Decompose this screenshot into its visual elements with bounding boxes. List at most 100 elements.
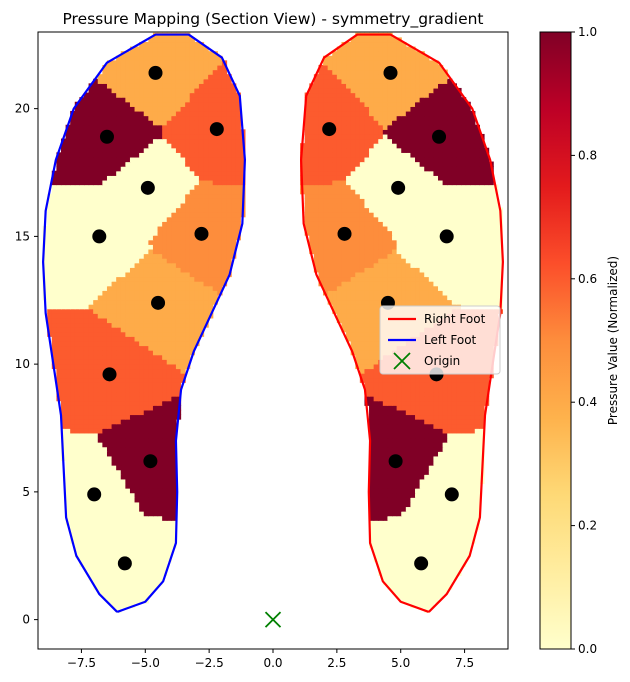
heat-cell	[166, 46, 172, 52]
heat-cell	[102, 584, 108, 590]
heat-cell	[226, 138, 232, 144]
heat-cell	[442, 561, 448, 567]
heat-cell	[116, 492, 122, 498]
heat-cell	[419, 575, 425, 581]
heat-cell	[93, 133, 99, 140]
heat-cell	[65, 515, 71, 521]
heat-cell	[88, 133, 94, 140]
heat-cell	[79, 354, 85, 360]
heat-cell	[111, 212, 117, 218]
heat-cell	[106, 248, 113, 255]
heat-cell	[65, 419, 71, 425]
heat-cell	[226, 110, 232, 117]
heat-cell	[166, 317, 172, 324]
heat-cell	[175, 147, 182, 153]
heat-cell	[97, 400, 103, 406]
heat-cell	[387, 575, 393, 581]
heat-cell	[125, 377, 131, 383]
heat-cell	[235, 193, 241, 199]
heat-cell	[70, 207, 76, 213]
heat-cell	[74, 299, 80, 305]
heat-cell	[405, 391, 412, 397]
heat-cell	[479, 437, 485, 443]
heat-cell	[157, 124, 163, 130]
heat-cell	[88, 557, 94, 563]
heat-cell	[438, 570, 444, 577]
heat-cell	[424, 377, 430, 383]
heat-cell	[208, 304, 214, 310]
heat-cell	[428, 382, 435, 388]
heat-cell	[442, 391, 448, 397]
heat-cell	[83, 225, 90, 232]
heat-cell	[189, 92, 195, 98]
heat-cell	[433, 561, 439, 567]
heat-cell	[120, 271, 126, 278]
heat-cell	[83, 285, 90, 291]
heat-cell	[392, 543, 398, 549]
heat-cell	[125, 350, 131, 356]
heat-cell	[378, 511, 384, 517]
heat-cell	[116, 589, 122, 595]
heat-cell	[235, 101, 241, 107]
heat-cell	[415, 575, 421, 581]
heat-cell	[194, 313, 200, 319]
heat-cell	[456, 400, 462, 406]
heat-cell	[70, 455, 76, 462]
heat-cell	[143, 216, 149, 222]
heat-cell	[424, 566, 430, 572]
heat-cell	[143, 161, 149, 167]
heat-cell	[410, 566, 416, 572]
heat-cell	[231, 244, 237, 250]
heat-cell	[106, 451, 113, 457]
heat-cell	[217, 97, 223, 103]
heat-cell	[479, 400, 485, 406]
heat-cell	[198, 267, 205, 273]
heat-cell	[111, 589, 117, 595]
heat-cell	[129, 345, 136, 351]
heat-cell	[387, 534, 393, 540]
heat-cell	[456, 455, 462, 462]
heat-cell	[465, 455, 471, 462]
heat-cell	[189, 299, 195, 305]
heat-cell	[208, 235, 214, 241]
heat-cell	[70, 244, 76, 250]
heat-cell	[171, 501, 177, 508]
heat-cell	[175, 308, 182, 314]
heat-cell	[392, 469, 398, 475]
heat-cell	[364, 382, 370, 388]
heat-cell	[74, 529, 80, 535]
heat-cell	[171, 396, 177, 402]
heat-cell	[111, 138, 117, 144]
heat-cell	[198, 138, 205, 144]
heat-cell	[111, 354, 117, 360]
heat-cell	[373, 478, 379, 485]
heat-cell	[143, 373, 149, 379]
heat-cell	[97, 409, 103, 416]
heat-cell	[180, 373, 186, 379]
heat-cell	[442, 465, 448, 471]
heat-cell	[369, 373, 375, 379]
heat-cell	[83, 147, 90, 153]
heat-cell	[171, 60, 177, 66]
heat-cell	[83, 419, 90, 425]
heat-cell	[60, 143, 67, 149]
heat-cell	[364, 377, 370, 383]
heat-cell	[143, 524, 149, 531]
heat-cell	[451, 414, 457, 420]
heat-cell	[424, 589, 430, 595]
heat-cell	[378, 566, 384, 572]
heat-cell	[134, 290, 140, 296]
heat-cell	[470, 400, 476, 406]
heat-cell	[102, 308, 108, 314]
heat-cell	[134, 281, 140, 287]
heat-cell	[129, 156, 136, 163]
heat-cell	[139, 543, 145, 549]
heat-cell	[111, 359, 117, 365]
heat-cell	[185, 225, 191, 232]
heat-cell	[134, 198, 140, 204]
heat-cell	[198, 244, 205, 250]
heat-cell	[51, 225, 57, 232]
heat-cell	[157, 64, 163, 71]
heat-cell	[180, 124, 186, 130]
heat-cell	[483, 386, 490, 393]
